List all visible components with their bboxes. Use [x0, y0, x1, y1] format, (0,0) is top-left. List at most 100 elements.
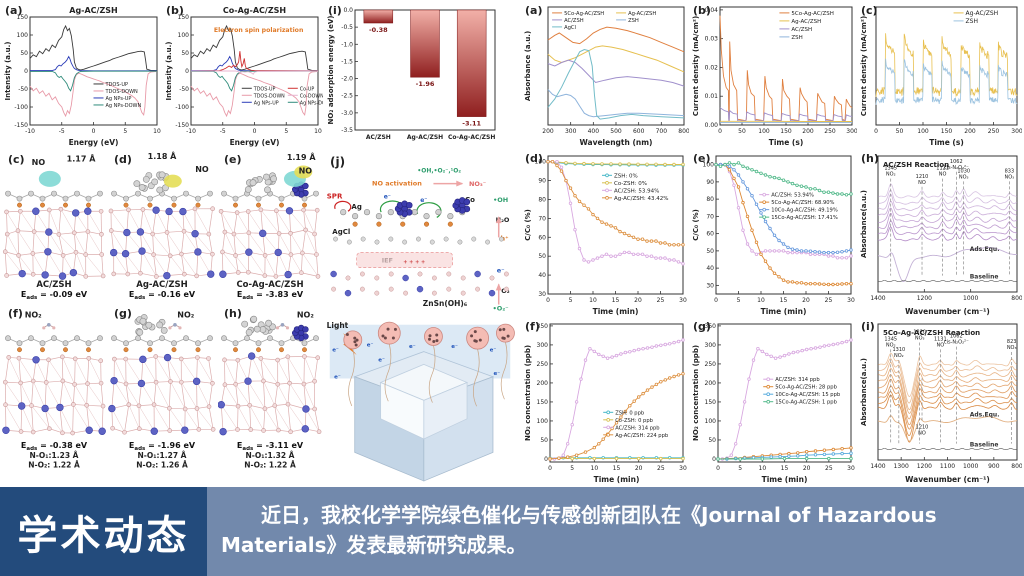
svg-text:30: 30	[679, 465, 687, 472]
svg-text:-0.5: -0.5	[341, 24, 353, 31]
svg-text:1062: 1062	[950, 159, 963, 165]
svg-text:Current density (mA/cm²): Current density (mA/cm²)	[860, 16, 868, 116]
svg-text:Ag-AC/ZSH: Ag-AC/ZSH	[966, 10, 999, 17]
banner-line-1: 近日，我校化学学院绿色催化与传感创新团队在《Journal of Hazardo…	[261, 503, 937, 527]
svg-text:ZSH: 0%: ZSH: 0%	[614, 173, 638, 179]
svg-text:NO₂ adsorption energy (eV): NO₂ adsorption energy (eV)	[327, 16, 335, 125]
panel-b-dos-co-ag-ac-zsh: (b) Co-Ag-AC/ZSH -10 -5 0 5 10 -150 -100 -50 0 50 10…	[163, 2, 334, 148]
svg-text:AC/ZSH: AC/ZSH	[564, 18, 584, 24]
svg-text:70: 70	[706, 213, 714, 220]
svg-text:Co-ZSH: 0 ppb: Co-ZSH: 0 ppb	[615, 418, 653, 424]
svg-text:Co-UP: Co-UP	[300, 86, 315, 92]
svg-text:NO₂ concentration (ppb): NO₂ concentration (ppb)	[692, 345, 700, 441]
svg-text:0: 0	[544, 456, 548, 463]
svg-text:60: 60	[538, 234, 546, 241]
svg-text:N-O₁:1.23 Å: N-O₁:1.23 Å	[30, 451, 79, 460]
svg-text:Intensity (a.u.): Intensity (a.u.)	[4, 41, 12, 100]
svg-text:1131: 1131	[934, 336, 947, 342]
svg-text:Absorbance (a.u.): Absorbance (a.u.)	[524, 31, 532, 101]
svg-text:AC/ZSH Reaction: AC/ZSH Reaction	[883, 161, 949, 169]
svg-text:250: 250	[537, 361, 549, 368]
svg-text:25: 25	[825, 465, 833, 472]
svg-text:Eads = -3.11 eV: Eads = -3.11 eV	[237, 441, 304, 452]
svg-text:900: 900	[988, 463, 1000, 470]
svg-text:ZSH: ZSH	[791, 35, 802, 41]
svg-text:Ag-AC/ZSH: 43.42%: Ag-AC/ZSH: 43.42%	[614, 196, 668, 202]
svg-text:Time (s): Time (s)	[769, 138, 804, 147]
svg-text:150: 150	[705, 399, 717, 406]
banner-line-2: Materials》发表最新研究成果。	[221, 533, 527, 557]
panel-g-no2-concentration-co-series: (g) 0 5 10 15 20 25 30 0 50 100 150 200 250 300 350 Time…	[690, 318, 857, 485]
svg-text:800: 800	[1011, 295, 1022, 302]
svg-text:10: 10	[314, 128, 322, 135]
svg-text:30: 30	[538, 291, 546, 298]
svg-text:0: 0	[716, 465, 720, 472]
panel-f-no2-concentration: (f) 0 5 10 15 20 25 30 0 50 100 150 200 250 300 350 Time…	[522, 318, 689, 485]
svg-text:TDOS-DOWN: TDOS-DOWN	[105, 89, 139, 95]
svg-text:Intensity (a.u.): Intensity (a.u.)	[165, 41, 173, 100]
svg-text:800: 800	[1011, 463, 1022, 470]
svg-text:100: 100	[917, 128, 929, 135]
svg-text:Co-Ag-AC/ZSH: Co-Ag-AC/ZSH	[236, 280, 303, 290]
svg-text:-5: -5	[59, 128, 65, 135]
svg-text:Co-Ag-AC/ZSH: Co-Ag-AC/ZSH	[448, 134, 495, 141]
svg-text:0: 0	[712, 456, 716, 463]
svg-text:300: 300	[537, 342, 549, 349]
svg-text:e⁻: e⁻	[451, 344, 458, 350]
panel-g-no2-adsorption-ag-ac-zsh: (g) NO₂ Eads = -1.96 eV N-O₁:1.27 Å N-O₂: 1.…	[108, 304, 216, 485]
svg-text:Ag-AC/ZSH: Ag-AC/ZSH	[69, 6, 117, 15]
svg-text:0: 0	[718, 128, 722, 135]
svg-text:0.01: 0.01	[705, 93, 719, 100]
svg-text:C/C₀ (%): C/C₀ (%)	[692, 209, 700, 241]
svg-text:833: 833	[1005, 168, 1015, 174]
svg-text:100: 100	[535, 159, 547, 166]
svg-text:NO: NO	[939, 172, 947, 178]
svg-text:AC/ZSH: 314 ppb: AC/ZSH: 314 ppb	[775, 377, 820, 383]
svg-text:5: 5	[123, 128, 127, 135]
svg-text:-150: -150	[14, 122, 28, 129]
svg-text:100: 100	[705, 418, 717, 425]
svg-text:-1.0: -1.0	[341, 41, 353, 48]
panel-b-photocurrent: (b) 0 50 100 150 200 250 300 0.00 0.01 0.02 0.03 0.0…	[690, 2, 858, 148]
svg-text:20: 20	[634, 297, 642, 304]
svg-text:(j): (j)	[330, 155, 345, 169]
svg-text:1200: 1200	[917, 463, 932, 470]
svg-text:1030: 1030	[957, 168, 970, 174]
svg-text:700: 700	[656, 128, 668, 135]
svg-text:-10: -10	[186, 128, 196, 135]
svg-text:Absorbance(a.u.): Absorbance(a.u.)	[860, 190, 868, 258]
svg-text:1100: 1100	[940, 463, 955, 470]
svg-text:(a): (a)	[525, 4, 542, 17]
panel-c-no-adsorption-ac-zsh: (c) NO 1.17 Å AC/ZSH Eads = -0.09 eV	[2, 150, 106, 302]
svg-text:AC/ZSH: AC/ZSH	[366, 134, 391, 141]
svg-text:20: 20	[635, 465, 643, 472]
svg-text:(i): (i)	[328, 4, 342, 17]
svg-text:NO₂: NO₂	[886, 172, 896, 178]
svg-text:NO: NO	[195, 165, 209, 174]
svg-text:100: 100	[178, 32, 190, 39]
svg-text:5Co-Ag-AC/ZSH: 28 ppb: 5Co-Ag-AC/ZSH: 28 ppb	[775, 385, 837, 391]
svg-text:1062: 1062	[950, 334, 963, 340]
svg-text:(h): (h)	[861, 152, 879, 165]
svg-text:50: 50	[706, 248, 714, 255]
svg-text:15Co-Ag-AC/ZSH: 1 ppb: 15Co-Ag-AC/ZSH: 1 ppb	[775, 400, 837, 406]
svg-text:823: 823	[1007, 339, 1017, 345]
svg-text:NO₃: NO₃	[1005, 174, 1015, 180]
svg-text:90: 90	[706, 179, 714, 186]
svg-text:100: 100	[758, 128, 770, 135]
svg-text:N-O₁:1.27 Å: N-O₁:1.27 Å	[138, 451, 187, 460]
svg-text:h⁺: h⁺	[500, 235, 508, 243]
panel-c-photocurrent: (c) 0 50 100 150 200 250 300 Time (s) Current den…	[858, 2, 1023, 148]
svg-text:(f): (f)	[8, 307, 23, 320]
svg-text:ZSH: ZSH	[966, 18, 978, 25]
svg-text:C/C₀ (%): C/C₀ (%)	[524, 209, 532, 241]
svg-text:-1.5: -1.5	[341, 58, 353, 65]
svg-text:-1.96: -1.96	[416, 80, 435, 88]
svg-text:(d): (d)	[525, 152, 543, 165]
svg-text:5: 5	[738, 465, 742, 472]
panel-a-dos-ag-ac-zsh: (a) Ag-AC/ZSH -10 -5 0 5 10 -150 -100 -50 0 50 100 15…	[2, 2, 162, 148]
svg-text:-150: -150	[175, 122, 189, 129]
svg-text:1210: 1210	[916, 425, 929, 431]
svg-text:NO₃⁻: NO₃⁻	[469, 180, 486, 188]
panel-e-no-removal-kinetics-co-series: (e) 0 5 10 15 20 25 30 30 40 50 60 70 80 90 100 Time (mi…	[690, 150, 857, 317]
